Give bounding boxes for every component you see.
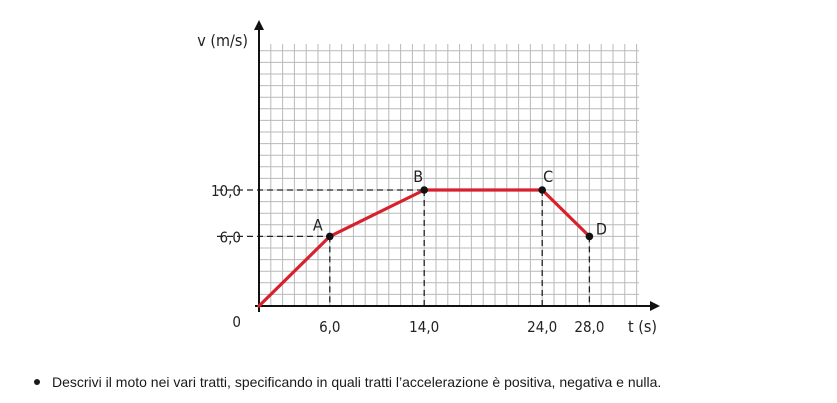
question-item: Descrivi il moto nei vari tratti, specif… — [34, 374, 661, 390]
x-axis-arrow-icon — [650, 301, 660, 311]
y-axis-arrow-icon — [254, 20, 264, 30]
point-label: D — [596, 219, 607, 238]
x-tick-label: 28,0 — [574, 318, 604, 336]
y-tick-label: 6,0 — [220, 228, 241, 246]
origin-label: 0 — [232, 313, 241, 331]
y-tick-label: 10,0 — [211, 182, 241, 200]
point-label: B — [413, 167, 423, 186]
x-axis-label: t (s) — [628, 317, 657, 336]
data-point — [585, 232, 594, 241]
chart-labels: v (m/s) t (s) 0 6,0 14,0 24,0 28,0 6,0 10,0 — [197, 31, 657, 336]
axes — [254, 20, 660, 312]
question-text: Descrivi il moto nei vari tratti, specif… — [52, 374, 662, 390]
data-points: A B C D — [313, 167, 607, 241]
data-point — [538, 186, 546, 194]
grid — [259, 44, 639, 306]
x-tick-label: 6,0 — [319, 318, 340, 336]
bullet-icon — [34, 379, 40, 386]
data-point — [420, 186, 429, 194]
y-axis-label: v (m/s) — [197, 31, 248, 50]
x-tick-label: 24,0 — [527, 318, 557, 336]
point-label: A — [313, 215, 323, 234]
velocity-time-chart: A B C D v (m/s) t (s) 0 6,0 14,0 24,0 28,0 6,0 1… — [197, 20, 660, 336]
x-tick-label: 14,0 — [409, 318, 439, 336]
point-label: C — [543, 167, 553, 186]
guide-lines — [217, 189, 591, 306]
data-point — [326, 232, 334, 241]
